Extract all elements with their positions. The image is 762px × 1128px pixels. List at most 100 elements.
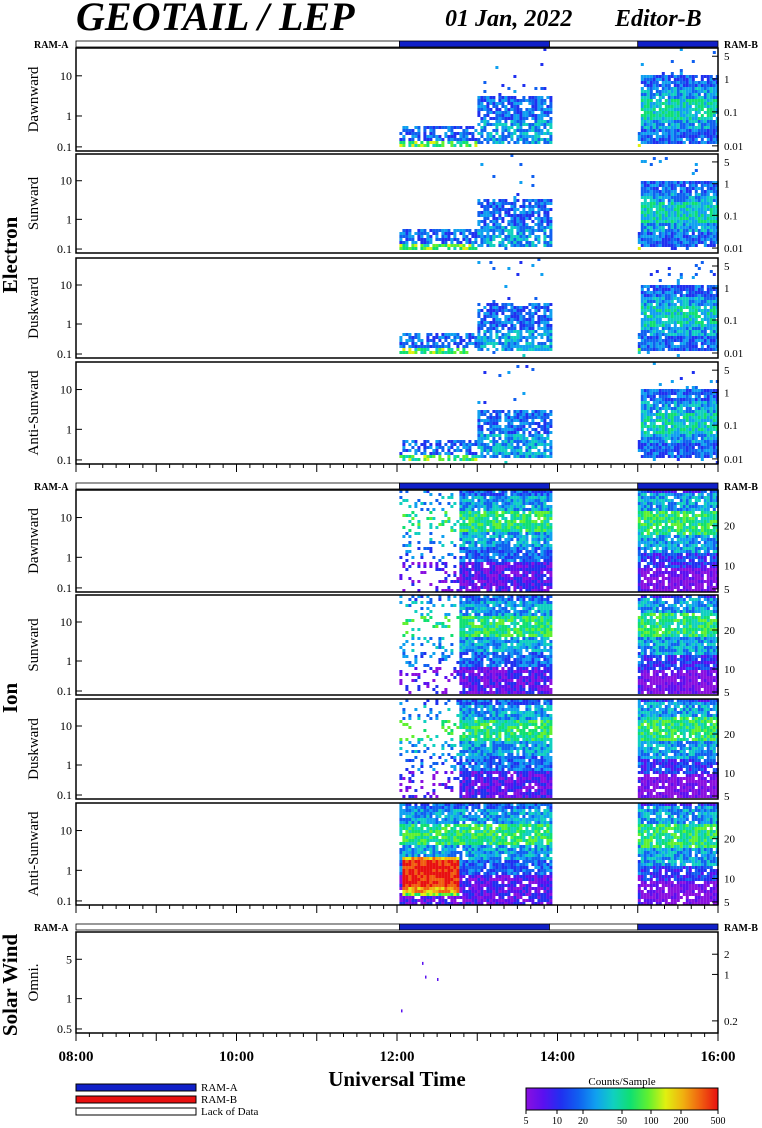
y2-tick-label: 1	[724, 388, 730, 400]
panel-label: Dawnward	[26, 66, 42, 132]
panel-label: Duskward	[26, 277, 42, 339]
colorbar-title: Counts/Sample	[588, 1076, 655, 1088]
y-tick-label: 0.5	[57, 1022, 72, 1036]
y-tick-label: 10	[60, 511, 72, 525]
y-tick-label: 0.1	[57, 788, 72, 802]
legend-label-lack: Lack of Data	[201, 1106, 259, 1118]
y-tick-label: 10	[60, 174, 72, 188]
colorbar-gradient	[525, 1087, 719, 1111]
y2-tick-label: 5	[724, 261, 730, 273]
y2-tick-label: 0.01	[724, 141, 743, 153]
panel-label: Dawnward	[26, 508, 42, 574]
spectrogram-6	[399, 595, 719, 694]
status-label-right: RAM-B	[724, 482, 758, 493]
y-tick-label: 10	[60, 615, 72, 629]
panel-7: Duskward 10 1 0.1 20 10 5	[26, 698, 736, 803]
panel-3: Duskward 10 1 0.1 5 1 0.1 0.01	[26, 257, 743, 361]
colorbar-tick-label: 10	[552, 1116, 562, 1127]
colorbar-tick-label: 5	[524, 1116, 529, 1127]
spectrogram-5	[399, 490, 719, 592]
colorbar: Counts/Sample 5 10 20 50 100 200 500	[524, 1076, 726, 1127]
y2-tick-label: 0.1	[724, 315, 738, 327]
colorbar-tick-label: 200	[674, 1116, 689, 1127]
y-tick-label: 0.1	[57, 242, 72, 256]
y2-tick-label: 5	[724, 687, 730, 699]
time-axis: 08:00 10:00 12:00 14:00 16:00	[59, 464, 736, 1065]
panel-1: Dawnward 10 1 0.1 5 1 0.1 0.01	[26, 47, 743, 154]
x-tick-label: 14:00	[540, 1049, 575, 1065]
plot-date: 01 Jan, 2022	[445, 6, 572, 32]
x-axis-label: Universal Time	[328, 1067, 465, 1091]
y2-tick-label: 20	[724, 521, 736, 533]
status-label-left: RAM-A	[34, 482, 69, 493]
plot-editor: Editor-B	[614, 6, 702, 32]
x-tick-label: 10:00	[219, 1049, 254, 1065]
plot-title: GEOTAIL / LEP	[76, 0, 355, 39]
legend: RAM-A RAM-B Lack of Data	[75, 1082, 259, 1118]
status-bar-1: RAM-A RAM-B	[34, 40, 758, 51]
status-label-right: RAM-B	[724, 40, 758, 51]
colorbar-tick-label: 50	[617, 1116, 627, 1127]
colorbar-ticks: 5 10 20 50 100 200 500	[524, 1110, 726, 1127]
status-segment	[637, 40, 719, 48]
y2-tick-label: 0.01	[724, 243, 743, 255]
status-segment	[549, 482, 639, 490]
status-segment	[549, 40, 639, 48]
y-tick-label: 1	[66, 109, 72, 123]
y2-tick-label: 1	[724, 283, 730, 295]
y2-tick-label: 2	[724, 949, 730, 961]
panel-frame	[75, 47, 719, 152]
panel-9: Omni. 5 1 0.5 2 1 0.2	[26, 931, 738, 1036]
spectrogram-7	[399, 699, 719, 798]
spectrogram-2	[399, 154, 719, 250]
y2-tick-label: 20	[724, 729, 736, 741]
y-tick-label: 1	[66, 212, 72, 226]
panel-label: Anti-Sunward	[26, 811, 42, 896]
panel-frame	[75, 361, 719, 465]
legend-swatch-lack	[75, 1107, 197, 1116]
status-segment	[399, 40, 550, 48]
legend-label-ram-a: RAM-A	[201, 1082, 238, 1094]
y-tick-label: 0.1	[57, 453, 72, 467]
y-tick-label: 0.1	[57, 140, 72, 154]
panel-label: Omni.	[26, 964, 42, 1002]
y2-tick-label: 5	[724, 157, 730, 169]
panel-frame	[75, 257, 719, 359]
y-tick-label: 10	[60, 719, 72, 733]
spectrogram-1	[399, 48, 719, 147]
y-tick-label: 1	[66, 317, 72, 331]
y2-tick-label: 5	[724, 365, 730, 377]
panel-frame	[75, 931, 719, 1034]
panel-6: Sunward 10 1 0.1 20 10 5	[26, 594, 736, 699]
x-tick-label: 16:00	[701, 1049, 736, 1065]
y-tick-label: 10	[60, 383, 72, 397]
status-segment	[637, 482, 719, 490]
panel-frame	[75, 698, 719, 800]
y2-tick-label: 0.1	[724, 107, 738, 119]
status-segment	[75, 40, 400, 48]
legend-swatch-ram-a	[75, 1083, 197, 1092]
spectrogram-3	[399, 258, 719, 357]
y-tick-label: 10	[60, 824, 72, 838]
y2-tick-label: 5	[724, 897, 730, 909]
y2-tick-label: 5	[724, 584, 730, 596]
x-tick-label: 08:00	[59, 1049, 94, 1065]
y-tick-label: 10	[60, 69, 72, 83]
y-tick-label: 5	[66, 952, 72, 966]
status-bar-3: RAM-A RAM-B	[34, 923, 758, 934]
legend-label-ram-b: RAM-B	[201, 1094, 237, 1106]
status-segment	[399, 482, 550, 490]
y2-tick-label: 0.1	[724, 420, 738, 432]
y2-tick-label: 1	[724, 179, 730, 191]
group-label-solar-wind: Solar Wind	[0, 934, 22, 1036]
panels-layer: Dawnward 10 1 0.1 5 1 0.1 0.01 Sunward 10 1 0.1 5 1 0.…	[26, 47, 743, 1036]
panel-label: Sunward	[26, 618, 42, 672]
y2-tick-label: 20	[724, 625, 736, 637]
group-label-ion: Ion	[0, 683, 22, 714]
y-tick-label: 1	[66, 758, 72, 772]
panel-label: Sunward	[26, 176, 42, 230]
y2-tick-label: 1	[724, 969, 730, 981]
y-tick-label: 0.1	[57, 894, 72, 908]
status-segment	[637, 923, 719, 931]
